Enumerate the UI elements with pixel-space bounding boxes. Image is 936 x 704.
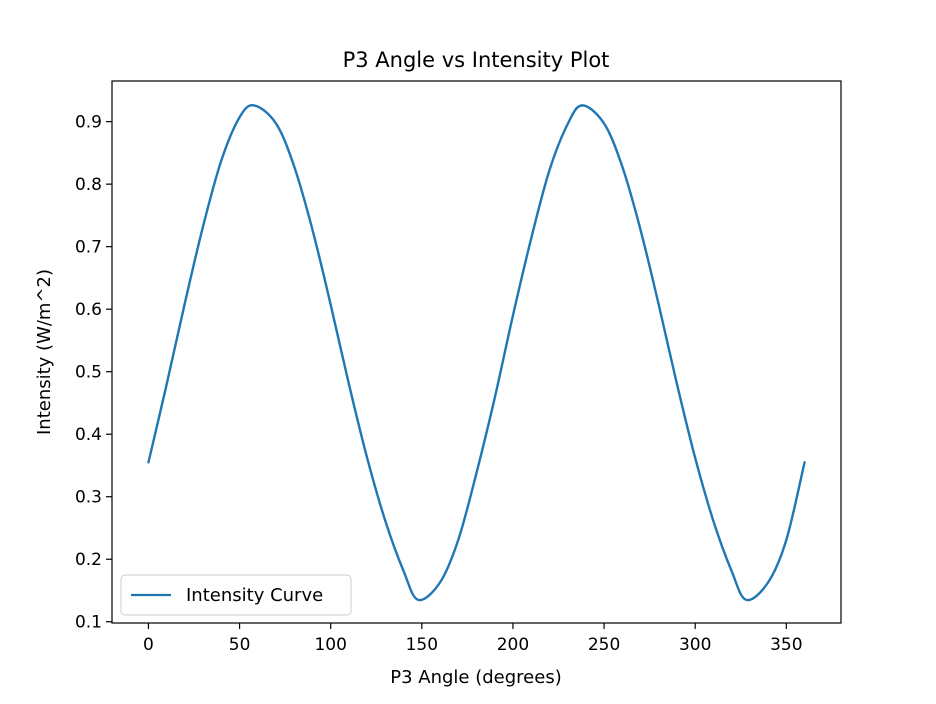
y-tick-label: 0.7: [75, 238, 102, 258]
y-tick-label: 0.8: [75, 175, 102, 195]
x-tick-label: 50: [229, 635, 251, 655]
x-tick-label: 100: [314, 635, 346, 655]
y-axis-label: Intensity (W/m^2): [34, 269, 55, 435]
plot-area: [147, 104, 806, 602]
y-tick-label: 0.4: [75, 425, 102, 445]
y-tick-label: 0.3: [75, 488, 102, 508]
series-line: [147, 104, 806, 602]
y-tick-label: 0.1: [75, 613, 102, 633]
legend: Intensity Curve: [120, 574, 352, 616]
x-tick-label: 150: [406, 635, 438, 655]
x-tick-label: 300: [679, 635, 711, 655]
y-axis: 0.1 0.2 0.3 0.4 0.5 0.6 0.7 0.8 0.9: [75, 113, 112, 633]
y-tick-label: 0.9: [75, 113, 102, 133]
x-tick-label: 200: [497, 635, 529, 655]
axes-frame: [111, 80, 842, 624]
y-tick-label: 0.6: [75, 300, 102, 320]
x-tick-label: 0: [143, 635, 154, 655]
legend-label: Intensity Curve: [186, 585, 323, 606]
x-tick-label: 350: [770, 635, 802, 655]
y-tick-label: 0.2: [75, 550, 102, 570]
legend-box: [120, 574, 352, 616]
x-tick-label: 250: [588, 635, 620, 655]
x-axis-label: P3 Angle (degrees): [390, 667, 561, 688]
chart-title: P3 Angle vs Intensity Plot: [343, 48, 610, 72]
y-tick-label: 0.5: [75, 363, 102, 383]
x-axis: 0 50 100 150 200 250 300 350: [143, 623, 803, 655]
